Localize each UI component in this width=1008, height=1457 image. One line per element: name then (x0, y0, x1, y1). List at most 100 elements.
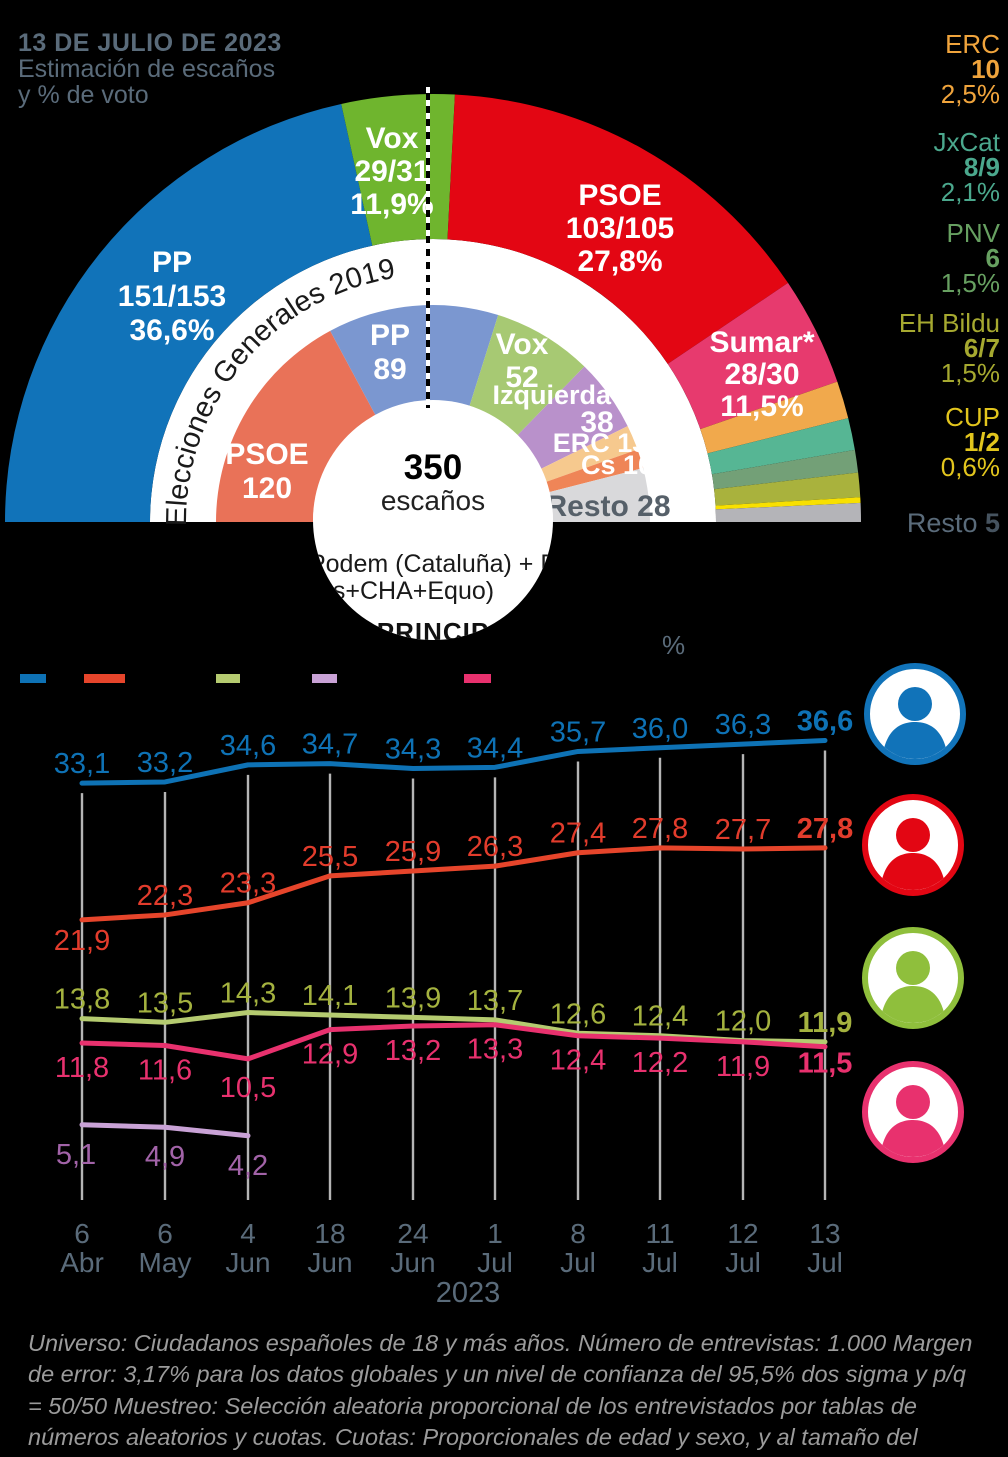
outer-segment-psoe (447, 94, 789, 364)
side-entry-cup: CUP 1/2 0,6% (940, 402, 1000, 482)
x-label-day: 8 (570, 1218, 586, 1249)
x-label-day: 4 (240, 1218, 256, 1249)
inner-label-psoe: PSOE (225, 438, 308, 471)
value-label-psoe: 27,7 (715, 814, 771, 846)
inner-label-pp: 89 (373, 353, 406, 386)
side-entry-pnv: PNV 6 1,5% (940, 220, 1000, 298)
leader-face-icon (880, 1085, 946, 1157)
value-label-vox: 12,6 (550, 998, 606, 1030)
x-label-month: Jun (307, 1247, 352, 1278)
value-label-psoe: 27,4 (550, 818, 606, 850)
value-label-sumar: 13,2 (385, 1035, 441, 1067)
series-line-pp (79, 737, 828, 786)
value-label-sumar: 13,3 (467, 1034, 523, 1066)
outer-segment-sumar (667, 282, 838, 430)
leader-face-icon (880, 951, 946, 1023)
date-title: 13 DE JULIO DE 2023 (18, 29, 282, 57)
value-label-vox: 11,9 (798, 1007, 853, 1039)
side-entry-resto: Resto 5 (906, 508, 1000, 538)
outer-label-psoe: PSOE (578, 179, 661, 212)
series-line-podemos (79, 1122, 251, 1139)
sumar-footnote-line1: Podem (Cataluña) + P (313, 550, 553, 578)
x-label-day: 6 (157, 1218, 173, 1249)
methodology-text: Universo: Ciudadanos españoles de 18 y m… (28, 1330, 973, 1457)
x-label-day: 11 (645, 1218, 674, 1249)
series-line-psoe (79, 845, 828, 923)
value-label-pp: 34,6 (220, 730, 276, 762)
hemicycle-center-circle: 350 escaños Podem (Cataluña) + P és+CHA+… (313, 400, 553, 640)
value-label-podemos: 5,1 (56, 1139, 96, 1171)
value-label-vox: 13,9 (385, 982, 441, 1014)
sumar-leader-avatar (862, 1061, 964, 1163)
side-entry-st: 6/7 (963, 333, 1000, 363)
side-entry-nm: CUP (945, 402, 1000, 432)
leader-face-icon (880, 818, 946, 890)
header: 13 DE JULIO DE 2023 Estimación de escaño… (18, 30, 282, 108)
side-entry-pc: 1,5% (940, 268, 1000, 298)
outer-label-vox: 29/31 (354, 155, 429, 188)
value-label-psoe: 25,5 (302, 841, 358, 873)
value-label-pp: 35,7 (550, 716, 606, 748)
outer-label-vox: 11,9% (350, 188, 433, 221)
side-entry-st: 10 (971, 54, 1000, 84)
outer-label-sumar: 11,5% (720, 390, 803, 423)
outer-label-psoe: 103/105 (566, 212, 674, 245)
value-label-podemos: 4,9 (145, 1141, 185, 1173)
value-label-pp: 34,7 (302, 729, 358, 761)
value-label-vox: 14,1 (302, 980, 358, 1012)
side-entry-pc: 2,5% (940, 79, 1000, 109)
outer-label-pp: PP (152, 246, 192, 279)
total-seats-unit: escaños (380, 485, 486, 516)
value-label-psoe: 25,9 (385, 836, 441, 868)
outer-label-pp: 151/153 (118, 280, 226, 313)
outer-segment-pnv (711, 449, 859, 490)
x-label-month: Jul (725, 1247, 761, 1278)
value-label-pp: 33,1 (54, 748, 110, 780)
value-label-vox: 14,3 (220, 978, 276, 1010)
value-label-vox: 12,4 (632, 1001, 688, 1033)
side-entry-jxcat: JxCat 8/9 2,1% (934, 129, 1000, 205)
total-seats-value: 350 (403, 448, 463, 487)
side-entry-erc: ERC 10 2,5% (940, 31, 1000, 109)
legend-swatch-podemos (312, 674, 337, 683)
outer-label-pp: 36,6% (129, 314, 214, 347)
outer-label-vox: Vox (366, 122, 419, 155)
inner-label-cs: Cs 10 (581, 450, 653, 480)
value-label-psoe: 22,3 (137, 880, 193, 912)
x-label-month: Jul (560, 1247, 596, 1278)
inner-segment-izquierda (516, 366, 628, 469)
inner-label-vox: Vox (496, 328, 549, 361)
outer-segment-jxcat (707, 418, 855, 475)
value-label-sumar: 11,5 (798, 1048, 853, 1080)
value-label-sumar: 11,8 (55, 1052, 109, 1084)
series-line-sumar (79, 1022, 828, 1062)
leader-face-icon (882, 687, 948, 759)
outer-label-sumar: Sumar* (709, 326, 814, 359)
value-label-sumar: 12,2 (632, 1047, 688, 1079)
x-label-month: Jul (807, 1247, 843, 1278)
value-label-sumar: 10,5 (220, 1072, 276, 1104)
x-label-month: Jul (642, 1247, 678, 1278)
x-axis-year: 2023 (436, 1277, 501, 1309)
value-label-pp: 36,6 (797, 705, 853, 737)
x-label-day: 24 (397, 1218, 428, 1249)
legend-swatch-pp (20, 674, 46, 683)
value-label-psoe: 21,9 (54, 925, 110, 957)
value-label-podemos: 4,2 (228, 1150, 268, 1182)
inner-segment-resto (549, 468, 650, 522)
majority-line (426, 80, 430, 408)
inner-label-erc: ERC 13 (553, 428, 648, 458)
value-label-pp: 34,3 (385, 734, 441, 766)
chart-title-fragment: PRINCIP (376, 617, 490, 640)
inner-segment-erc (540, 426, 638, 482)
x-label-month: Jun (390, 1247, 435, 1278)
outer-label-sumar: 28/30 (724, 358, 799, 391)
value-label-sumar: 11,6 (138, 1054, 192, 1086)
x-label-month: May (139, 1247, 192, 1278)
side-entry-pc: 0,6% (940, 452, 1000, 482)
value-label-psoe: 27,8 (632, 813, 688, 845)
value-label-psoe: 27,8 (797, 813, 853, 845)
legend-swatch-vox (216, 674, 240, 683)
percent-axis-label: % (662, 630, 686, 660)
